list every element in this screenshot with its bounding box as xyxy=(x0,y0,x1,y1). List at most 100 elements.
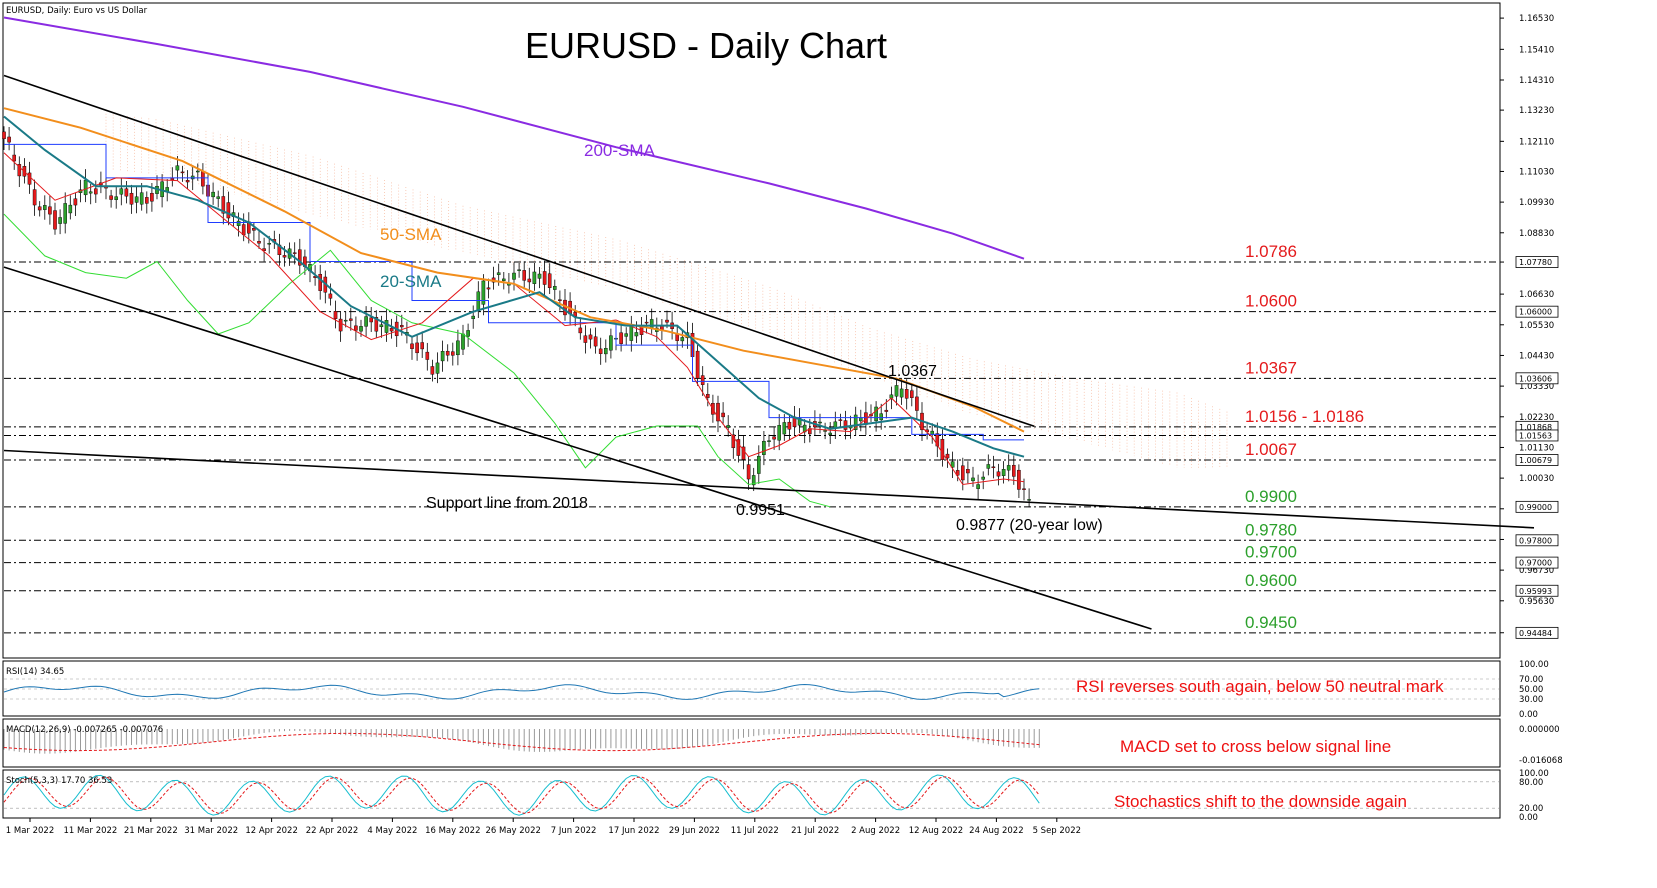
candle-body xyxy=(114,196,118,200)
candle-body xyxy=(37,206,42,211)
candle-body xyxy=(619,332,623,344)
candle-body xyxy=(262,248,266,251)
stoch-signal-line xyxy=(3,776,1040,814)
candle-body xyxy=(629,325,634,341)
price-tick-label-14: 1.01130 xyxy=(1519,443,1554,453)
candle-body xyxy=(328,293,333,299)
rsi-tick-2: 50.00 xyxy=(1519,685,1543,695)
candle-body xyxy=(726,425,730,428)
stoch-tick-3: 0.00 xyxy=(1519,813,1538,823)
sma200-label: 200-SMA xyxy=(584,141,656,160)
level-label-8: 0.9700 xyxy=(1245,543,1297,562)
candle-body xyxy=(374,317,379,332)
candle-body xyxy=(292,252,297,254)
price-tick-label-10: 1.05530 xyxy=(1519,321,1554,331)
candle-body xyxy=(716,402,720,422)
candle-body xyxy=(425,351,430,360)
candle-body xyxy=(767,440,771,442)
candle-body xyxy=(481,280,486,305)
date-label-17: 5 Sep 2022 xyxy=(1033,826,1081,836)
candle-body xyxy=(894,385,899,397)
candle-body xyxy=(354,325,358,331)
candle-body xyxy=(512,272,516,280)
candle-body xyxy=(134,196,139,203)
date-label-11: 29 Jun 2022 xyxy=(669,826,720,836)
candle-body xyxy=(216,196,221,199)
candle-body xyxy=(757,455,761,474)
level-tag-box-6 xyxy=(1515,500,1559,513)
rsi-tick-3: 30.00 xyxy=(1519,695,1543,705)
price-tick-label-18: 0.96730 xyxy=(1519,566,1554,576)
level-tag-2: 1.03606 xyxy=(1519,374,1552,383)
candle-body xyxy=(981,476,985,480)
date-label-2: 21 Mar 2022 xyxy=(124,826,178,836)
level-tag-box-2 xyxy=(1515,372,1559,385)
macd-label: MACD(12,26,9) -0.007265 -0.007076 xyxy=(6,725,163,735)
level-tag-7: 0.97800 xyxy=(1519,536,1552,545)
price-axis: 1.16530 1.15410 1.14310 1.13230 1.12110 1.110… xyxy=(1500,14,1559,639)
candle-body xyxy=(43,205,47,210)
date-label-15: 12 Aug 2022 xyxy=(909,826,963,836)
candle-body xyxy=(823,430,827,432)
candle-body xyxy=(88,191,93,194)
candle-body xyxy=(558,299,562,301)
date-label-8: 26 May 2022 xyxy=(485,826,540,836)
candle-body xyxy=(343,319,348,322)
candle-body xyxy=(593,336,598,347)
date-label-7: 16 May 2022 xyxy=(425,826,480,836)
candle-body xyxy=(349,318,353,321)
candle-body xyxy=(32,189,37,206)
candle-body xyxy=(389,327,394,332)
candle-body xyxy=(532,271,537,284)
candle-body xyxy=(935,433,940,447)
candle-body xyxy=(522,270,526,281)
stoch-label: Stoch(5,3,3) 17.70 36.53 xyxy=(6,776,112,786)
level-tag-5: 1.00679 xyxy=(1519,456,1552,465)
macd-tick-0: 0.000000 xyxy=(1519,725,1560,735)
candle-body xyxy=(252,227,256,231)
rsi-note: RSI reverses south again, below 50 neutr… xyxy=(1076,677,1444,696)
candle-body xyxy=(195,170,200,173)
candle-body xyxy=(598,348,603,354)
candle-body xyxy=(721,412,725,418)
macd-signal-line xyxy=(3,732,1040,752)
price-tick-label-19: 0.95630 xyxy=(1519,597,1554,607)
candle-body xyxy=(527,278,532,283)
stoch-note: Stochastics shift to the downside again xyxy=(1114,792,1407,811)
date-label-13: 21 Jul 2022 xyxy=(791,826,839,836)
candle-body xyxy=(986,464,991,469)
candle-body xyxy=(63,203,67,224)
candle-body xyxy=(1027,499,1031,501)
date-label-5: 22 Apr 2022 xyxy=(306,826,359,836)
candle-body xyxy=(410,343,414,349)
candle-body xyxy=(180,171,185,174)
candle-body xyxy=(48,206,52,215)
candle-body xyxy=(838,419,843,421)
candle-body xyxy=(430,366,435,375)
candle-body xyxy=(843,420,848,430)
candle-body xyxy=(976,484,980,489)
candle-body xyxy=(27,172,32,185)
candle-body xyxy=(634,332,639,337)
rsi-tick-1: 70.00 xyxy=(1519,675,1543,685)
macd-note: MACD set to cross below signal line xyxy=(1120,737,1391,756)
date-label-4: 12 Apr 2022 xyxy=(245,826,298,836)
rsi-line xyxy=(3,683,1040,700)
channel-line-0 xyxy=(3,74,1035,428)
chikou-span-line xyxy=(3,213,831,508)
candle-body xyxy=(364,316,368,327)
rsi-tick-0: 100.00 xyxy=(1519,660,1549,670)
support-line-label: Support line from 2018 xyxy=(426,495,588,512)
low-0951-label: 0.9951 xyxy=(736,502,785,519)
candle-body xyxy=(415,342,419,354)
level-tag-box-4 xyxy=(1515,429,1559,442)
rsi-tick-4: 0.00 xyxy=(1519,710,1538,720)
candle-body xyxy=(435,362,440,374)
candle-body xyxy=(1006,465,1011,471)
candle-body xyxy=(1012,464,1016,477)
date-label-14: 2 Aug 2022 xyxy=(851,826,900,836)
price-tick-label-3: 1.13230 xyxy=(1519,106,1554,116)
date-axis: 1 Mar 2022 11 Mar 2022 21 Mar 2022 31 Mar 2… xyxy=(6,818,1081,836)
candle-body xyxy=(211,191,215,198)
